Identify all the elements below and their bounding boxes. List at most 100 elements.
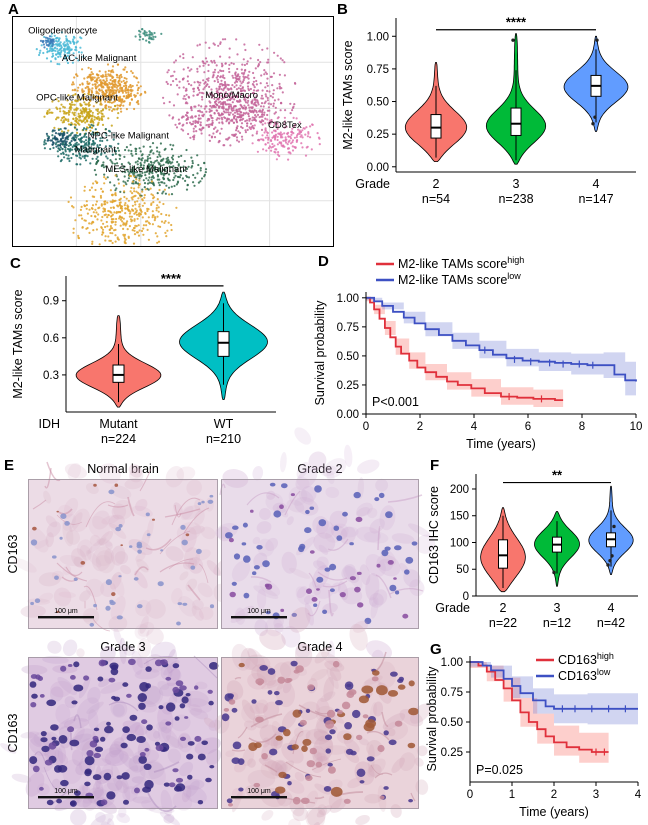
cell-nucleus (120, 742, 128, 749)
cell-nucleus (385, 511, 393, 519)
km-curve (470, 661, 638, 710)
cell-nucleus (251, 699, 257, 704)
cell-nucleus (207, 499, 214, 504)
cell-nucleus (408, 680, 415, 687)
cell-nucleus (29, 756, 38, 765)
cell-nucleus (329, 588, 335, 592)
cell-nucleus (208, 700, 214, 706)
x-category-label: 3 (554, 601, 561, 615)
cell-nucleus (232, 741, 242, 750)
cluster-label: NPC-like Malignant (88, 130, 170, 141)
y-tick-label: 0.00 (367, 162, 389, 174)
cell-nucleus (30, 674, 38, 679)
cluster-label: Oligodendrocyte (28, 25, 97, 36)
cell-nucleus (407, 742, 416, 749)
cd163-survival-plot: 0.25 0.50 0.75 1.00 0 1 2 3 4 Survival probabilit… (425, 651, 642, 819)
cell-nucleus (291, 612, 297, 617)
cell-nucleus (118, 575, 122, 578)
y-axis-title: CD163 IHC score (427, 486, 441, 584)
y-tick-label: 0.25 (337, 380, 359, 392)
cell-nucleus (378, 492, 385, 499)
scale-bar-label: 100 μm (54, 608, 78, 615)
cell-nucleus (374, 497, 380, 502)
y-axis-title: Survival probability (425, 666, 439, 772)
cell-nucleus (109, 599, 114, 603)
cell-nucleus (383, 730, 389, 736)
km-curve (470, 661, 609, 753)
y-tick-label: 0.9 (43, 296, 59, 308)
data-point (552, 570, 556, 575)
cell-nucleus (283, 728, 291, 737)
cell-nucleus (356, 734, 363, 741)
cell-nucleus (172, 768, 179, 773)
cell-nucleus (190, 565, 196, 570)
x-tick-label: 6 (525, 421, 531, 433)
cell-nucleus (139, 752, 146, 757)
cell-nucleus (40, 731, 47, 737)
cell-nucleus (146, 533, 151, 537)
cell-nucleus (196, 548, 202, 555)
cell-nucleus (352, 709, 361, 719)
cell-nucleus (165, 721, 172, 726)
cell-nucleus (330, 786, 343, 797)
cell-nucleus (184, 716, 189, 719)
cell-nucleus (259, 665, 268, 671)
ihc-image-grade2: 100 μm (215, 427, 436, 666)
antibody-label-cd163-row1: CD163 (6, 534, 20, 574)
y-tick-label: 0.75 (367, 64, 389, 76)
cell-nucleus (225, 532, 233, 539)
m2-tams-survival-plot: 0.00 0.25 0.50 0.75 1.00 0 2 4 6 8 10 Survival prob… (313, 255, 643, 451)
ihc-image-grade4: 100 μm (203, 607, 432, 825)
y-tick-label: 100 (450, 537, 469, 549)
y-tick-label: 1.00 (337, 293, 359, 305)
cell-nucleus (333, 525, 340, 531)
cell-nucleus (60, 513, 67, 519)
significance-stars: **** (161, 271, 182, 286)
umap-scatter-plot: Oligodendrocyte AC-like Malignant OPC-like… (12, 16, 334, 247)
n-label: n=224 (101, 432, 136, 446)
cell-nucleus (346, 683, 352, 688)
cell-nucleus (231, 707, 238, 713)
cell-nucleus (60, 779, 69, 787)
cell-nucleus (309, 747, 317, 755)
cell-nucleus (356, 768, 366, 777)
cell-nucleus (44, 759, 53, 766)
x-axis-title: Time (years) (466, 437, 536, 451)
cell-nucleus (146, 724, 153, 731)
cell-nucleus (60, 665, 67, 672)
cell-nucleus (326, 709, 336, 718)
cell-nucleus (366, 756, 375, 762)
x-category-label: 4 (593, 177, 600, 191)
cell-nucleus (233, 553, 241, 560)
cell-nucleus (52, 555, 57, 559)
cell-nucleus (241, 542, 247, 546)
scale-bar-label: 100 μm (54, 788, 78, 795)
cell-nucleus (238, 662, 245, 668)
cell-nucleus (137, 549, 142, 554)
cell-nucleus (324, 734, 333, 741)
cell-nucleus (238, 787, 244, 792)
cell-nucleus (118, 524, 123, 528)
cell-nucleus (363, 722, 375, 732)
cell-nucleus (180, 524, 186, 530)
cell-nucleus (73, 577, 78, 581)
cell-nucleus (209, 604, 215, 609)
cell-nucleus (137, 604, 143, 609)
data-point (606, 563, 610, 567)
cluster-label: Malignant (75, 144, 117, 155)
cell-nucleus (177, 602, 183, 606)
cell-nucleus (324, 567, 331, 572)
x-tick-label: 10 (630, 421, 643, 433)
cell-nucleus (306, 588, 312, 594)
cell-nucleus (323, 786, 332, 792)
x-axis-title: IDH (38, 417, 60, 431)
n-label: n=54 (422, 192, 450, 206)
cell-nucleus (181, 539, 188, 546)
cell-nucleus (175, 680, 184, 687)
cell-nucleus (168, 782, 176, 788)
cell-nucleus (253, 782, 261, 788)
ihc-title-grade3: Grade 3 (100, 640, 146, 654)
cell-nucleus (111, 695, 117, 700)
cell-nucleus (394, 720, 403, 727)
